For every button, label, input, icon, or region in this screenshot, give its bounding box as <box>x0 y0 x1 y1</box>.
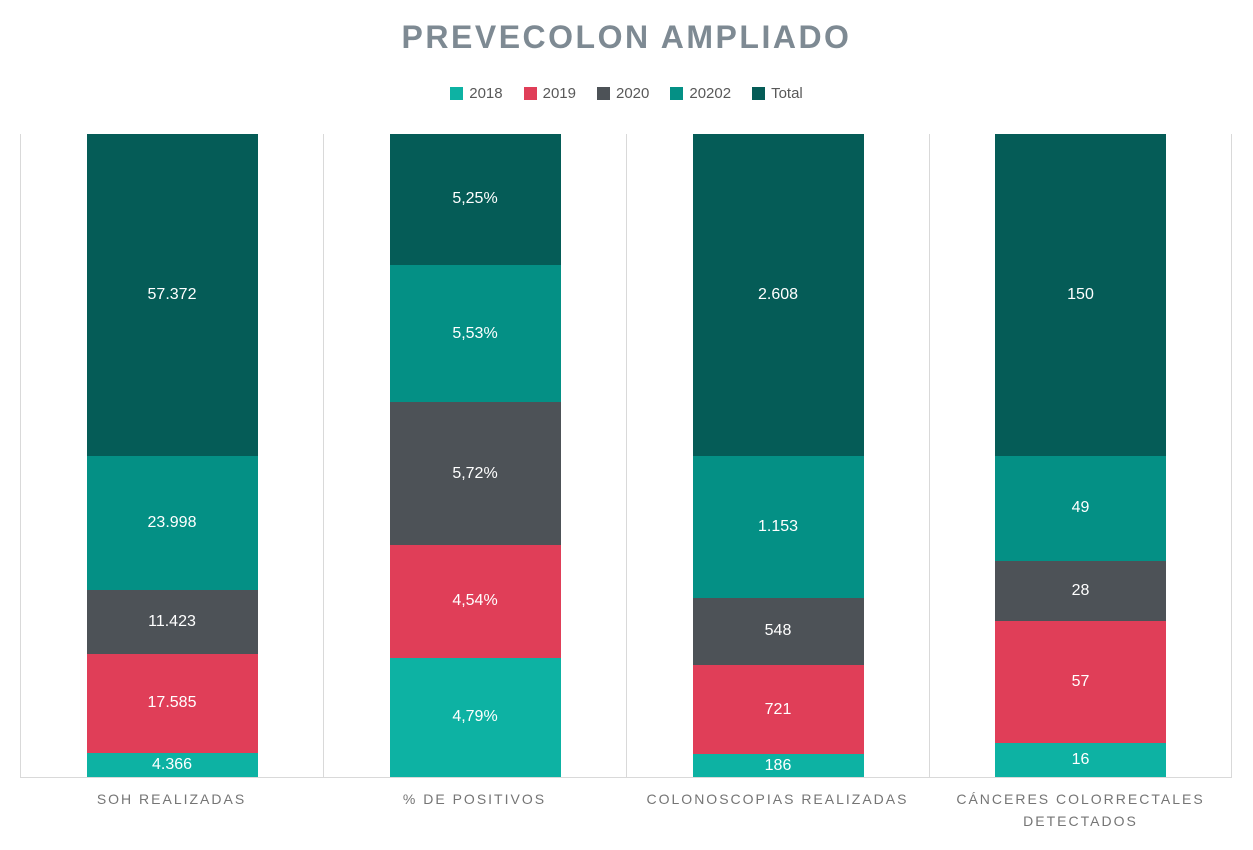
data-label: 548 <box>764 622 792 640</box>
legend-item-label: 20202 <box>689 85 732 102</box>
data-label: 16 <box>1071 750 1090 768</box>
data-label: 23.998 <box>147 513 197 531</box>
bar-segment-20202: 1.153 <box>692 455 864 598</box>
bar-segment-20202: 49 <box>995 455 1166 561</box>
bar-segment-2020: 11.423 <box>86 589 258 654</box>
category-cell: 5,25% 5,53% 5,72% 4,54% 4,79% <box>323 134 626 777</box>
category-label: SOH REALIZADAS <box>96 791 247 807</box>
legend-item-2018: 2018 <box>450 85 503 102</box>
legend-item-20202: 20202 <box>670 85 731 102</box>
data-label: 57 <box>1071 672 1090 690</box>
bar-segment-Total: 2.608 <box>692 134 864 456</box>
bar-segment-Total: 5,25% <box>389 134 561 265</box>
data-label: 5,53% <box>452 324 498 342</box>
data-label: 150 <box>1067 285 1094 303</box>
data-label: 2.608 <box>757 285 799 303</box>
data-label: 186 <box>764 756 792 774</box>
bar-segment-2018: 4,79% <box>389 657 561 777</box>
legend-swatch-icon <box>523 87 537 100</box>
legend-swatch-icon <box>752 87 766 100</box>
bar-segment-2018: 4.366 <box>86 752 258 777</box>
legend-item-label: 2018 <box>469 85 503 102</box>
bar-segment-2018: 16 <box>995 742 1166 777</box>
category-cell: 57.372 23.998 11.423 17.585 4.366 <box>20 134 323 777</box>
data-label: 17.585 <box>147 694 197 712</box>
data-label: 4.366 <box>151 755 193 773</box>
legend-swatch-icon <box>450 87 464 100</box>
stacked-bar: 2.608 1.153 548 721 186 <box>692 134 864 777</box>
legend-item-label: 2020 <box>615 85 650 102</box>
category-cell: 150 49 28 57 16 <box>929 134 1232 777</box>
data-label: 5,72% <box>452 464 498 482</box>
bar-segment-2020: 5,72% <box>389 402 561 545</box>
data-label: 721 <box>764 700 792 718</box>
legend-item-label: 2019 <box>542 85 576 102</box>
legend-swatch-icon <box>670 87 684 100</box>
bar-segment-2020: 548 <box>692 597 864 666</box>
stacked-bar: 150 49 28 57 16 <box>995 134 1166 777</box>
data-label: 5,25% <box>452 190 498 208</box>
data-label: 49 <box>1071 499 1090 516</box>
data-label: 11.423 <box>148 612 196 630</box>
data-label: 28 <box>1071 581 1090 599</box>
bar-segment-2019: 57 <box>995 620 1166 743</box>
category-cell: 2.608 1.153 548 721 186 <box>626 134 929 777</box>
legend-swatch-icon <box>596 87 610 100</box>
legend-item-2019: 2019 <box>523 85 576 102</box>
bar-segment-20202: 23.998 <box>86 455 258 590</box>
bar-segment-2019: 17.585 <box>86 653 258 753</box>
bar-segment-2019: 4,54% <box>389 544 561 658</box>
bar-segment-2019: 721 <box>692 665 864 755</box>
bar-segment-2018: 186 <box>692 754 864 777</box>
stacked-bar: 57.372 23.998 11.423 17.585 4.366 <box>86 134 258 777</box>
stacked-bar: 5,25% 5,53% 5,72% 4,54% 4,79% <box>389 134 561 777</box>
bar-segment-2020: 28 <box>995 560 1166 621</box>
data-label: 1.153 <box>757 517 799 535</box>
chart-title: PREVECOLON AMPLIADO <box>401 19 852 55</box>
data-label: 57.372 <box>147 285 197 303</box>
category-label: % DE POSITIVOS <box>402 791 547 807</box>
category-axis: SOH REALIZADAS % DE POSITIVOS COLONOSCOPIA… <box>20 788 1232 833</box>
data-label: 4,54% <box>452 592 498 610</box>
data-label: 4,79% <box>452 708 498 726</box>
plot-area: 57.372 23.998 11.423 17.585 4.366 5,25% 5,53% 5… <box>20 134 1232 778</box>
legend-item-Total: Total <box>752 85 803 102</box>
category-label: COLONOSCOPIAS REALIZADAS <box>646 791 909 807</box>
legend-item-label: Total <box>771 85 803 102</box>
category-label: CÁNCERES COLORRECTALES DETECTADOS <box>956 791 1205 830</box>
bar-segment-Total: 57.372 <box>86 134 258 456</box>
legend: 2018 2019 2020 20202 Total <box>0 85 1253 102</box>
bar-segment-20202: 5,53% <box>389 264 561 403</box>
legend-item-2020: 2020 <box>596 85 650 102</box>
bar-segment-Total: 150 <box>995 134 1166 456</box>
